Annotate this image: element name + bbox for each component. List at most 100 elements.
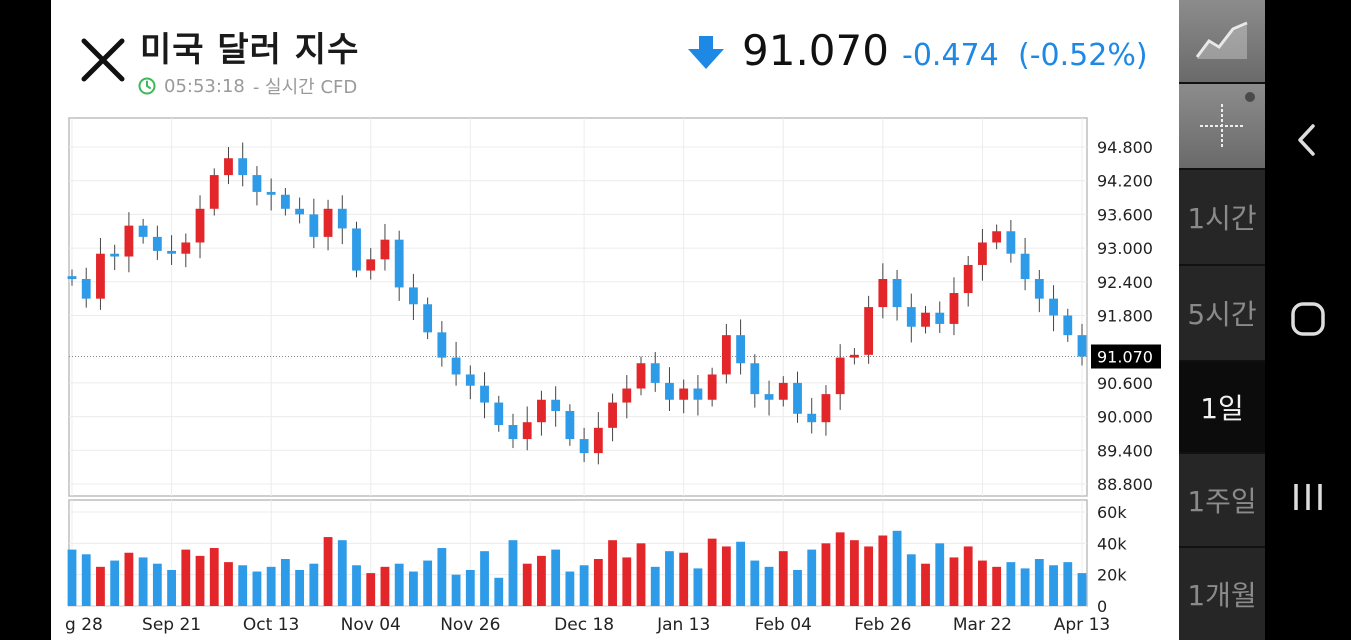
candle-body <box>679 388 689 400</box>
volume-bar <box>849 540 859 606</box>
x-tick-label: Nov 26 <box>440 615 500 635</box>
volume-bar <box>181 549 191 606</box>
x-tick-label: Feb 04 <box>755 615 812 635</box>
volume-tick-label: 60k <box>1097 503 1127 522</box>
x-tick-label: Jan 13 <box>656 615 710 635</box>
volume-bar <box>309 563 319 606</box>
candle-body <box>480 385 489 403</box>
volume-bar <box>124 552 134 606</box>
volume-bar <box>736 541 746 606</box>
candle-body <box>608 402 617 428</box>
x-tick-label: Dec 18 <box>554 615 614 635</box>
y-tick-label: 93.000 <box>1097 239 1153 258</box>
y-tick-label: 94.200 <box>1097 172 1153 191</box>
volume-bar <box>864 546 874 606</box>
volume-bar <box>152 563 162 606</box>
candle-body <box>864 307 874 355</box>
crosshair-button[interactable] <box>1179 84 1265 170</box>
candle-body <box>821 394 831 423</box>
back-button[interactable] <box>1283 115 1333 165</box>
line-chart-icon <box>1195 21 1248 59</box>
timeframe-1w[interactable]: 1주일 <box>1179 454 1265 548</box>
x-tick-label: Mar 22 <box>953 615 1012 635</box>
volume-bar <box>522 563 532 606</box>
candle-body <box>195 208 205 243</box>
volume-bar <box>622 557 632 606</box>
volume-bar <box>323 537 333 606</box>
candle-body <box>209 175 219 209</box>
volume-bar <box>138 557 148 606</box>
volume-bar <box>67 549 77 606</box>
volume-bar <box>380 566 390 606</box>
volume-bar <box>579 565 589 606</box>
volume-bar <box>465 569 475 606</box>
chart-toolbar: 1시간 5시간 1일 1주일 1개월 <box>1179 0 1265 640</box>
home-button[interactable] <box>1283 294 1333 344</box>
volume-bar <box>224 562 233 606</box>
volume-bar <box>209 548 219 606</box>
status-dot <box>1245 92 1255 102</box>
volume-bar <box>693 568 703 606</box>
candle-body <box>636 363 646 389</box>
volume-bar <box>750 560 760 606</box>
candle-body <box>807 413 817 423</box>
candle-body <box>579 439 589 454</box>
candle-body <box>252 175 262 192</box>
volume-bar <box>878 535 888 606</box>
volume-bar <box>551 549 561 606</box>
candle-body <box>124 225 134 257</box>
candle-body <box>152 236 162 251</box>
volume-bar <box>508 540 518 606</box>
candle-body <box>181 242 191 254</box>
volume-bar <box>394 563 404 606</box>
candle-body <box>465 374 475 386</box>
volume-bar <box>1077 573 1087 606</box>
volume-bar <box>636 543 646 606</box>
x-tick-label: Feb 26 <box>854 615 911 635</box>
home-icon <box>1291 302 1325 336</box>
candle-body <box>778 382 788 400</box>
price-change-percent: (-0.52%) <box>1018 38 1148 73</box>
y-tick-label: 94.800 <box>1097 138 1153 157</box>
volume-bar <box>337 540 347 606</box>
last-price-tag <box>1091 344 1161 369</box>
candle-body <box>280 194 290 209</box>
candle-body <box>1006 231 1016 254</box>
x-tick-label: Sep 21 <box>142 615 201 635</box>
volume-bar <box>366 573 376 606</box>
candle-body <box>992 231 1002 243</box>
close-icon[interactable] <box>80 37 126 83</box>
recents-button[interactable] <box>1283 472 1333 522</box>
volume-bar <box>167 569 176 606</box>
candle-body <box>537 399 546 423</box>
candle-body <box>793 382 802 414</box>
volume-bar <box>978 560 987 606</box>
timeframe-5h[interactable]: 5시간 <box>1179 266 1265 362</box>
candle-body <box>963 264 973 294</box>
candle-body <box>266 191 276 195</box>
volume-bar <box>1063 562 1073 606</box>
candle-body <box>238 158 248 176</box>
timeframe-1d[interactable]: 1일 <box>1179 362 1265 454</box>
volume-bar <box>949 557 959 606</box>
candle-body <box>665 382 674 400</box>
candle-body <box>110 253 120 257</box>
x-tick-label: g 28 <box>65 615 103 635</box>
volume-bar <box>437 548 447 606</box>
volume-bar <box>608 540 617 606</box>
y-tick-label: 88.800 <box>1097 475 1153 494</box>
clock-icon <box>138 77 156 95</box>
crosshair-icon <box>1200 104 1244 148</box>
volume-bar <box>1020 568 1030 606</box>
candle-body <box>593 427 603 454</box>
volume-bar <box>721 546 731 606</box>
y-tick-label: 90.600 <box>1097 374 1153 393</box>
y-tick-label: 89.400 <box>1097 441 1153 460</box>
system-navigation-bar <box>1265 0 1351 640</box>
chart-type-button[interactable] <box>1179 0 1265 84</box>
timeframe-1h[interactable]: 1시간 <box>1179 170 1265 266</box>
timeframe-1m[interactable]: 1개월 <box>1187 579 1257 612</box>
x-tick-label: Oct 13 <box>243 615 299 635</box>
candlestick-chart[interactable]: g 28 Sep 21 Oct 13 Nov 04 Nov 26 Dec 18 Jan 13… <box>51 0 1179 640</box>
candle-body <box>437 332 447 358</box>
